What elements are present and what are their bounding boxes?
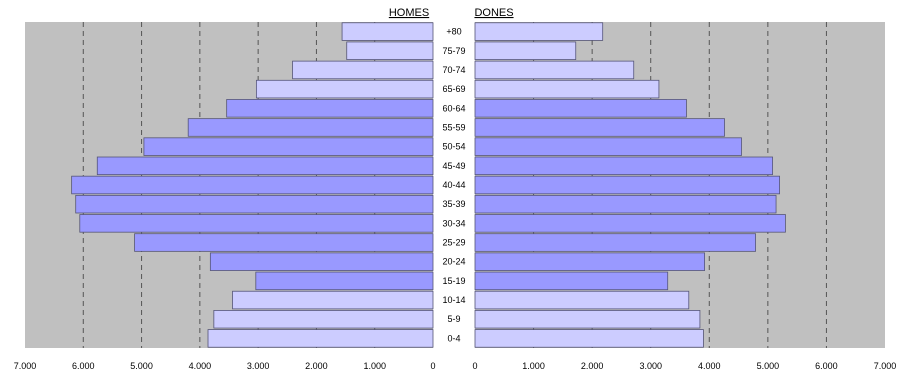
homes-bar-30-34	[79, 214, 434, 233]
age-label: 20-24	[442, 257, 465, 267]
age-label: 60-64	[442, 103, 465, 113]
right-tick-label: 5.000	[757, 361, 780, 371]
dones-bar-55-59	[474, 118, 725, 137]
age-label: 15-19	[442, 276, 465, 286]
age-label: +80	[446, 27, 461, 37]
age-label: 65-69	[442, 84, 465, 94]
dones-bar-65-69	[474, 79, 660, 99]
left-tick-label: 7.000	[14, 361, 37, 371]
dones-bar-15-19	[474, 271, 669, 291]
age-label: 75-79	[442, 46, 465, 56]
age-label: 70-74	[442, 65, 465, 75]
homes-bar-60-64	[226, 99, 434, 118]
age-label: 50-54	[442, 142, 465, 152]
homes-bar-20-24	[209, 252, 434, 271]
right-tick-label: 1.000	[522, 361, 545, 371]
dones-bar-35-39	[474, 194, 777, 214]
dones-bar-30-34	[474, 214, 786, 233]
homes-bar-10-14	[232, 290, 434, 310]
dones-bar-75-79	[474, 41, 577, 60]
right-tick-label: 3.000	[639, 361, 662, 371]
homes-title: HOMES	[389, 7, 429, 19]
homes-bar-35-39	[75, 194, 434, 214]
homes-bar-+80	[341, 22, 434, 41]
right-tick-label: 4.000	[698, 361, 721, 371]
age-label: 55-59	[442, 122, 465, 132]
dones-bar-10-14	[474, 290, 690, 310]
age-label: 40-44	[442, 180, 465, 190]
right-tick-label: 2.000	[581, 361, 604, 371]
age-labels: 0-4 5-9 10-14 15-19 20-24 25-29 30-34 35-39 40-4…	[442, 27, 465, 344]
left-tick-label: 6.000	[72, 361, 95, 371]
age-label: 30-34	[442, 218, 465, 228]
age-label: 45-49	[442, 161, 465, 171]
dones-bar-70-74	[474, 60, 635, 80]
left-tick-labels: 0 1.000 2.000 3.000 4.000 5.000 6.000 7.000	[14, 361, 436, 371]
left-tick-label: 3.000	[247, 361, 270, 371]
left-tick-label: 2.000	[305, 361, 328, 371]
homes-bars	[71, 22, 434, 348]
left-tick-label: 5.000	[130, 361, 153, 371]
right-tick-label: 7.000	[874, 361, 897, 371]
dones-bar-60-64	[474, 99, 687, 118]
homes-bar-25-29	[134, 233, 434, 252]
age-label: 0-4	[447, 333, 460, 343]
left-tick-label: 0	[430, 361, 435, 371]
dones-bars	[474, 22, 786, 348]
age-label: 5-9	[447, 314, 460, 324]
age-label: 25-29	[442, 238, 465, 248]
dones-bar-0-4	[474, 329, 704, 348]
homes-bar-40-44	[71, 175, 434, 195]
left-tick-label: 1.000	[363, 361, 386, 371]
dones-bar-5-9	[474, 310, 701, 329]
age-label: 10-14	[442, 295, 465, 305]
homes-bar-70-74	[292, 60, 434, 80]
right-tick-label: 6.000	[815, 361, 838, 371]
homes-bar-15-19	[255, 271, 434, 291]
homes-bar-5-9	[213, 310, 434, 329]
right-tick-label: 0	[472, 361, 477, 371]
dones-bar-25-29	[474, 233, 756, 252]
right-tick-labels: 0 1.000 2.000 3.000 4.000 5.000 6.000 7.000	[472, 361, 896, 371]
dones-bar-+80	[474, 22, 604, 41]
homes-bar-45-49	[96, 156, 434, 176]
homes-bar-50-54	[143, 137, 434, 156]
homes-bar-0-4	[207, 329, 434, 348]
homes-bar-65-69	[255, 79, 434, 99]
dones-bar-20-24	[474, 252, 706, 271]
homes-bar-75-79	[346, 41, 434, 60]
dones-bar-45-49	[474, 156, 773, 176]
dones-bar-50-54	[474, 137, 742, 156]
dones-title: DONES	[474, 7, 513, 19]
left-tick-label: 4.000	[189, 361, 212, 371]
dones-bar-40-44	[474, 175, 780, 195]
age-label: 35-39	[442, 199, 465, 209]
homes-bar-55-59	[187, 118, 434, 137]
